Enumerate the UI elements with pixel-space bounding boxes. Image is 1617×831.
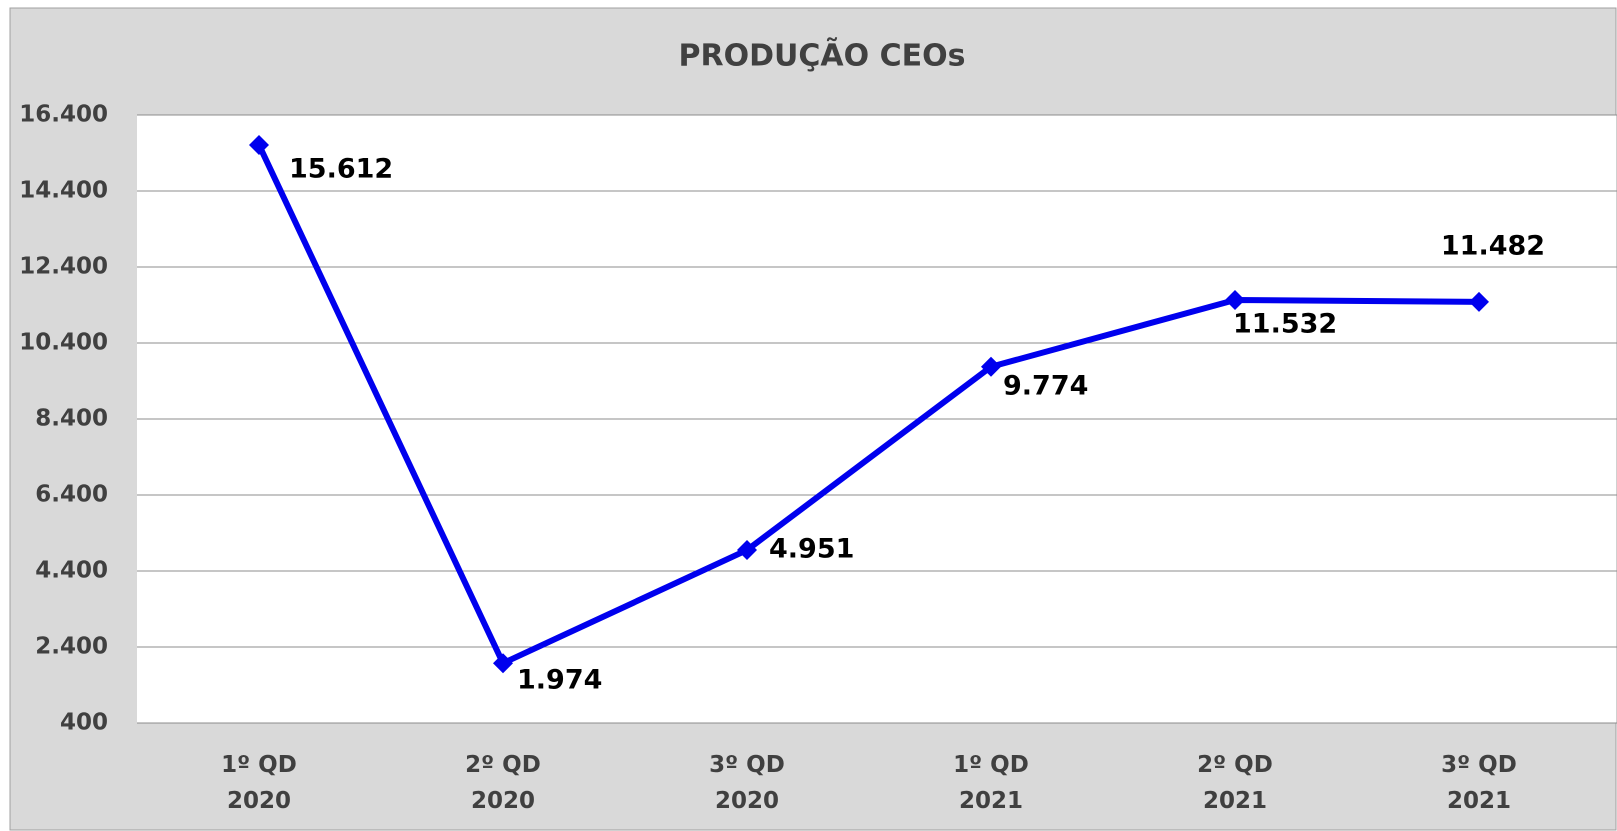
y-tick-label: 16.400 (19, 102, 108, 128)
data-label: 9.774 (1003, 370, 1088, 401)
data-label: 11.482 (1441, 230, 1545, 261)
line (256, 143, 1480, 667)
x-tick-label: 3º QD 2020 (709, 752, 785, 814)
marker (1225, 289, 1245, 310)
data-label: 1.974 (517, 665, 602, 696)
marker (493, 653, 513, 674)
data-label: 15.612 (289, 153, 393, 184)
y-tick-label: 4.400 (35, 558, 108, 584)
x-tick-label: 1º QD 2021 (953, 752, 1029, 814)
y-tick-label: 400 (60, 710, 108, 736)
x-tick-label: 1º QD 2020 (221, 752, 297, 814)
x-tick-label: 3º QD 2021 (1441, 752, 1517, 814)
marker (249, 134, 269, 155)
y-tick-label: 6.400 (35, 482, 108, 508)
y-tick-label: 12.400 (19, 254, 108, 280)
chart-title: PRODUÇÃO CEOs (679, 37, 966, 74)
data-label: 4.951 (769, 534, 854, 565)
x-tick-label: 2º QD 2021 (1197, 752, 1273, 814)
y-tick-label: 14.400 (19, 178, 108, 204)
data-label: 11.532 (1233, 308, 1337, 339)
marker (981, 356, 1001, 377)
x-tick-label: 2º QD 2020 (465, 752, 541, 814)
marker (737, 540, 757, 561)
y-tick-label: 2.400 (35, 634, 108, 660)
y-tick-label: 10.400 (19, 330, 108, 356)
y-tick-label: 8.400 (35, 406, 108, 432)
marker (1469, 291, 1489, 312)
